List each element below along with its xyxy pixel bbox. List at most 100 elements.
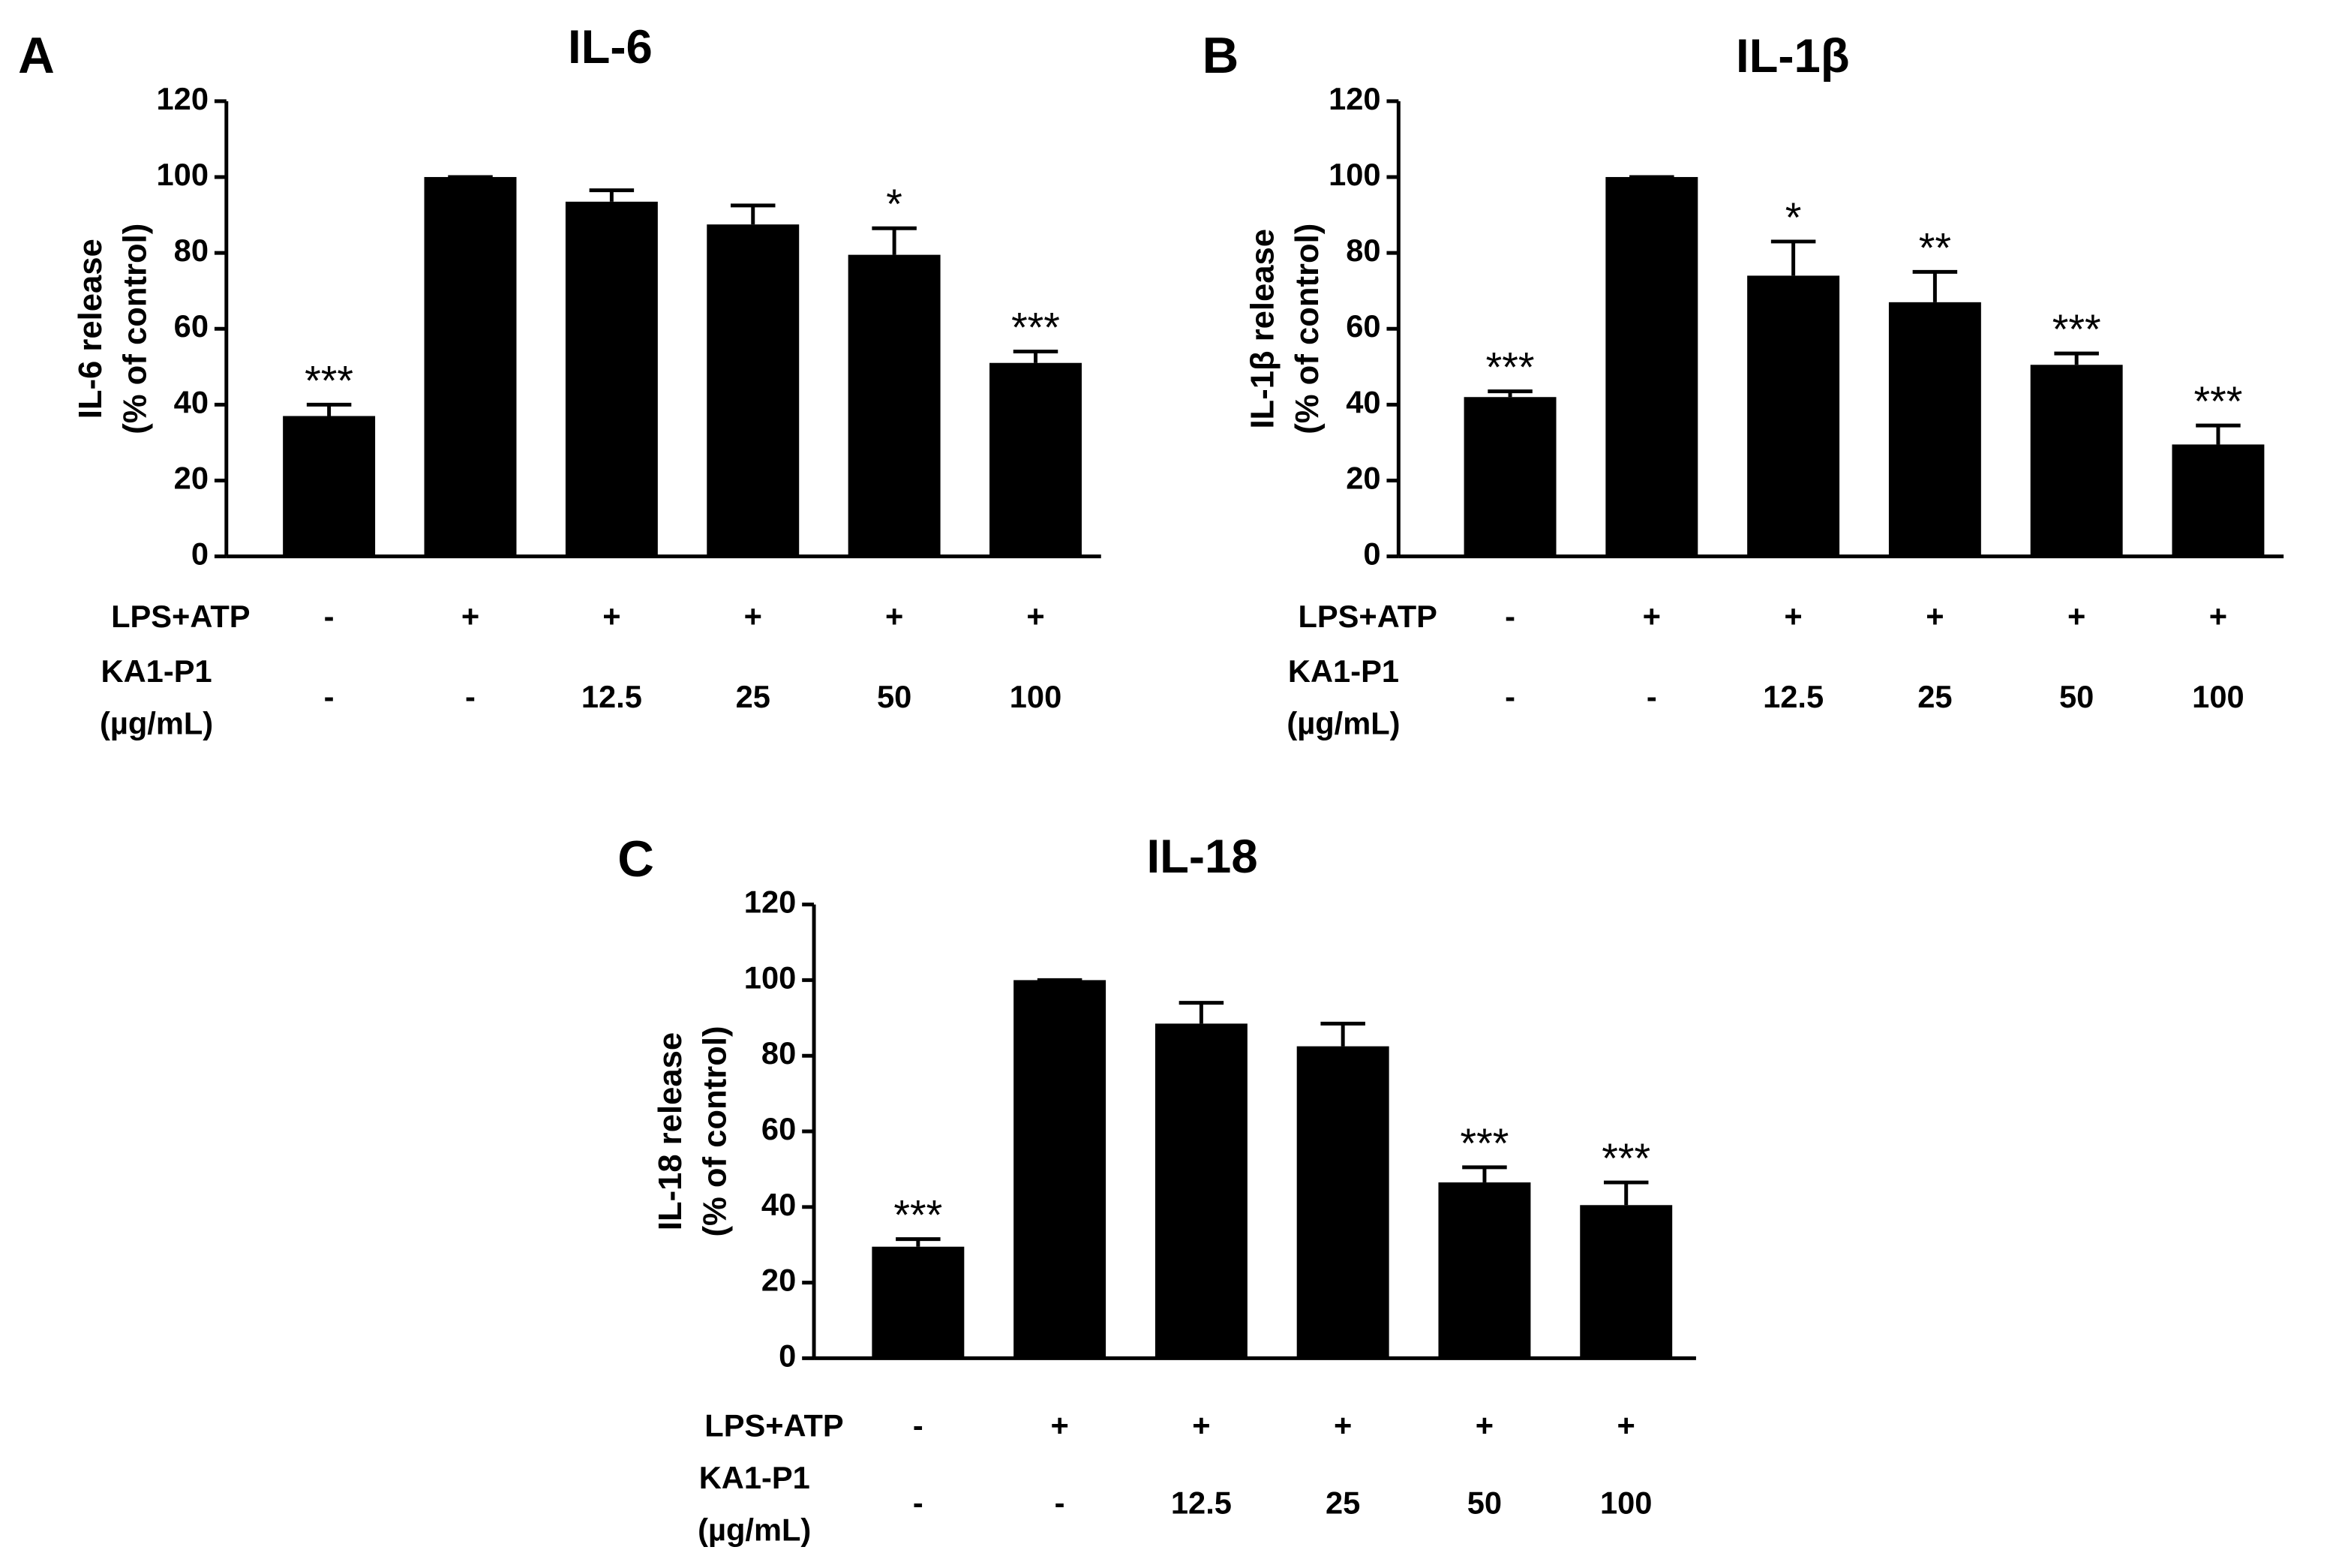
row-label: (µg/mL) bbox=[698, 1512, 811, 1547]
x-tick-label: - bbox=[913, 1485, 923, 1521]
y-axis-label: (% of control) bbox=[698, 1026, 734, 1237]
x-tick-label: - bbox=[324, 679, 335, 714]
x-tick-label: + bbox=[1643, 599, 1661, 634]
y-tick-label: 120 bbox=[744, 885, 796, 920]
y-tick-label: 80 bbox=[1346, 233, 1380, 268]
bar bbox=[2030, 365, 2123, 557]
x-tick-label: + bbox=[2067, 599, 2085, 634]
significance: *** bbox=[1011, 304, 1060, 350]
x-tick-label: 50 bbox=[1467, 1485, 1502, 1521]
row-label: LPS+ATP bbox=[1298, 599, 1437, 634]
y-tick-label: 80 bbox=[761, 1035, 796, 1071]
x-tick-label: + bbox=[1476, 1408, 1494, 1443]
x-tick-label: 100 bbox=[1600, 1485, 1652, 1521]
y-axis-label: (% of control) bbox=[1290, 224, 1326, 434]
significance: *** bbox=[2052, 306, 2101, 353]
panel-label: A bbox=[18, 28, 55, 84]
bar bbox=[283, 416, 376, 557]
x-tick-label: - bbox=[465, 679, 476, 714]
x-tick-label: + bbox=[1192, 1408, 1210, 1443]
y-tick-label: 0 bbox=[779, 1338, 796, 1373]
x-tick-label: + bbox=[1784, 599, 1802, 634]
significance: *** bbox=[1486, 344, 1535, 391]
x-tick-label: + bbox=[1026, 599, 1044, 634]
x-tick-label: + bbox=[1334, 1408, 1352, 1443]
x-tick-label: 25 bbox=[736, 679, 770, 714]
bar bbox=[1580, 1205, 1673, 1359]
x-tick-label: 25 bbox=[1917, 679, 1952, 714]
significance: *** bbox=[1602, 1135, 1650, 1182]
x-tick-label: 12.5 bbox=[1171, 1485, 1232, 1521]
y-tick-label: 40 bbox=[1346, 384, 1380, 419]
bar bbox=[1013, 980, 1106, 1359]
bar bbox=[707, 224, 800, 557]
significance: ** bbox=[1919, 224, 1951, 271]
x-tick-label: + bbox=[885, 599, 903, 634]
y-tick-label: 40 bbox=[761, 1187, 796, 1222]
row-label: (µg/mL) bbox=[1287, 706, 1400, 741]
significance: * bbox=[886, 181, 902, 227]
bar bbox=[1438, 1182, 1531, 1359]
bar bbox=[1747, 275, 1840, 557]
x-tick-label: + bbox=[1926, 599, 1944, 634]
bar bbox=[1888, 302, 1981, 557]
x-tick-label: 100 bbox=[2192, 679, 2244, 714]
x-tick-label: - bbox=[1647, 679, 1657, 714]
significance: *** bbox=[1461, 1120, 1509, 1167]
x-tick-label: + bbox=[2209, 599, 2227, 634]
x-tick-label: 50 bbox=[2059, 679, 2094, 714]
y-tick-label: 20 bbox=[1346, 460, 1380, 495]
x-tick-label: 12.5 bbox=[581, 679, 642, 714]
bar bbox=[989, 362, 1082, 557]
y-tick-label: 60 bbox=[1346, 308, 1380, 344]
x-tick-label: - bbox=[913, 1408, 923, 1443]
x-tick-label: + bbox=[1050, 1408, 1068, 1443]
x-tick-label: + bbox=[602, 599, 620, 634]
row-label: KA1-P1 bbox=[1288, 653, 1399, 689]
bar bbox=[1154, 1023, 1248, 1359]
significance: * bbox=[1785, 194, 1802, 241]
x-tick-label: - bbox=[1505, 599, 1515, 634]
row-label: KA1-P1 bbox=[699, 1460, 810, 1495]
x-tick-label: 12.5 bbox=[1763, 679, 1824, 714]
x-tick-label: 100 bbox=[1010, 679, 1061, 714]
y-tick-label: 120 bbox=[157, 81, 209, 116]
row-label: LPS+ATP bbox=[704, 1408, 843, 1443]
significance: *** bbox=[305, 357, 353, 404]
y-tick-label: 100 bbox=[157, 157, 209, 192]
bar bbox=[424, 176, 517, 557]
y-tick-label: 20 bbox=[761, 1263, 796, 1298]
x-tick-label: - bbox=[324, 599, 335, 634]
bar bbox=[1605, 176, 1698, 557]
row-label: KA1-P1 bbox=[101, 653, 212, 689]
y-tick-label: 100 bbox=[1329, 157, 1380, 192]
x-tick-label: + bbox=[744, 599, 762, 634]
x-tick-label: + bbox=[1617, 1408, 1635, 1443]
row-label: LPS+ATP bbox=[111, 599, 250, 634]
y-tick-label: 60 bbox=[761, 1111, 796, 1146]
y-tick-label: 100 bbox=[744, 960, 796, 995]
bar bbox=[872, 1246, 965, 1359]
y-tick-label: 80 bbox=[174, 233, 209, 268]
y-axis-label: (% of control) bbox=[117, 224, 153, 434]
y-tick-label: 60 bbox=[174, 308, 209, 344]
panel-label: B bbox=[1203, 28, 1239, 84]
chart-title: IL-1β bbox=[1736, 30, 1850, 83]
x-tick-label: 25 bbox=[1326, 1485, 1360, 1521]
y-tick-label: 40 bbox=[174, 384, 209, 419]
chart-title: IL-18 bbox=[1147, 831, 1258, 883]
y-tick-label: 0 bbox=[1363, 536, 1380, 572]
y-tick-label: 120 bbox=[1329, 81, 1380, 116]
bar bbox=[565, 201, 658, 557]
y-axis-label: IL-18 release bbox=[653, 1032, 689, 1230]
row-label: (µg/mL) bbox=[100, 706, 213, 741]
x-tick-label: - bbox=[1055, 1485, 1065, 1521]
bar bbox=[2172, 444, 2265, 557]
chart-title: IL-6 bbox=[568, 21, 653, 74]
panel-label: C bbox=[617, 831, 654, 888]
x-tick-label: 50 bbox=[877, 679, 911, 714]
y-tick-label: 0 bbox=[191, 536, 209, 572]
x-tick-label: + bbox=[461, 599, 479, 634]
y-tick-label: 20 bbox=[174, 460, 209, 495]
